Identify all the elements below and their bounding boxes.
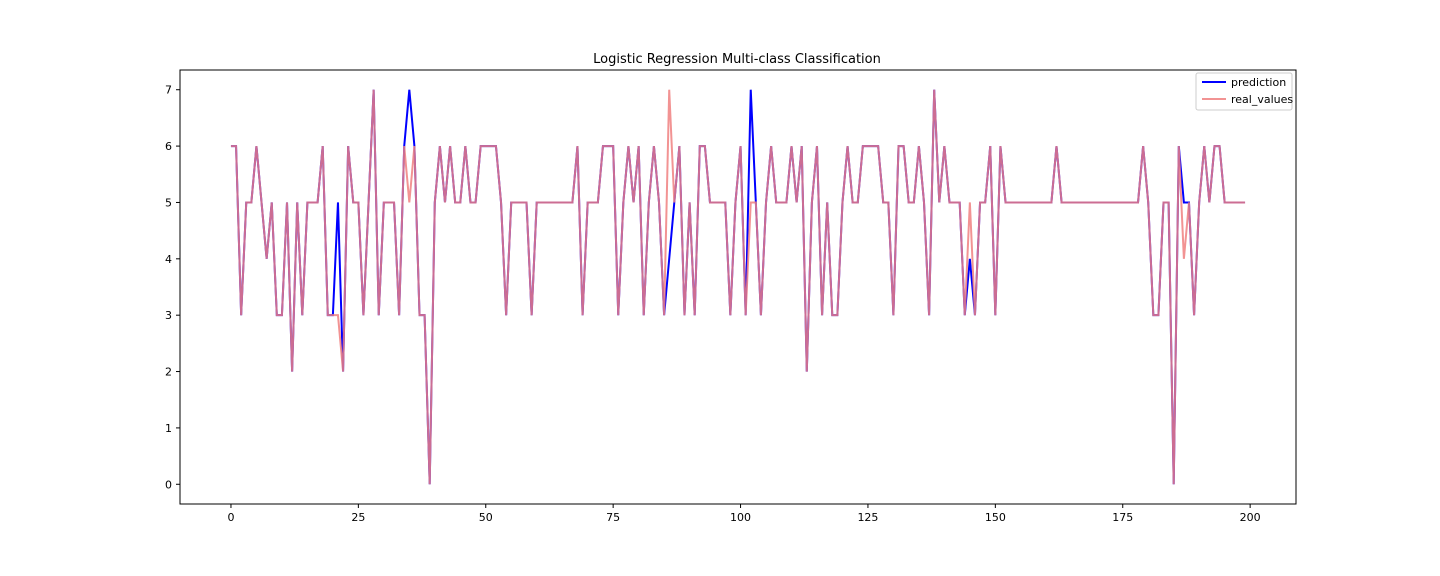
y-tick-label: 1	[165, 422, 172, 435]
x-tick-label: 100	[730, 511, 751, 524]
x-tick-label: 125	[857, 511, 878, 524]
x-tick-label: 0	[227, 511, 234, 524]
y-tick-label: 0	[165, 478, 172, 491]
series-line-real-values	[230, 89, 1246, 485]
legend: prediction real_values	[1195, 72, 1293, 111]
y-tick-label: 2	[165, 366, 172, 379]
x-tick-label: 150	[985, 511, 1006, 524]
chart-title: Logistic Regression Multi-class Classifi…	[593, 52, 881, 67]
y-tick-label: 5	[165, 196, 172, 209]
y-tick-label: 6	[165, 140, 172, 153]
x-tick-label: 200	[1240, 511, 1261, 524]
series-layer	[230, 89, 1246, 485]
legend-label-real-values: real_values	[1231, 93, 1293, 106]
y-axis: 0 1 2 3 4 5 6 7	[165, 84, 180, 491]
x-tick-label: 25	[351, 511, 365, 524]
legend-label-prediction: prediction	[1231, 76, 1286, 89]
y-tick-label: 7	[165, 84, 172, 97]
x-axis: 0 25 50 75 100 125 150 175 200	[227, 504, 1261, 524]
y-tick-label: 3	[165, 309, 172, 322]
y-tick-label: 4	[165, 253, 172, 266]
series-line-prediction	[230, 89, 1246, 485]
x-tick-label: 175	[1112, 511, 1133, 524]
x-tick-label: 75	[606, 511, 620, 524]
plot-area-frame	[179, 69, 1297, 505]
x-tick-label: 50	[479, 511, 493, 524]
